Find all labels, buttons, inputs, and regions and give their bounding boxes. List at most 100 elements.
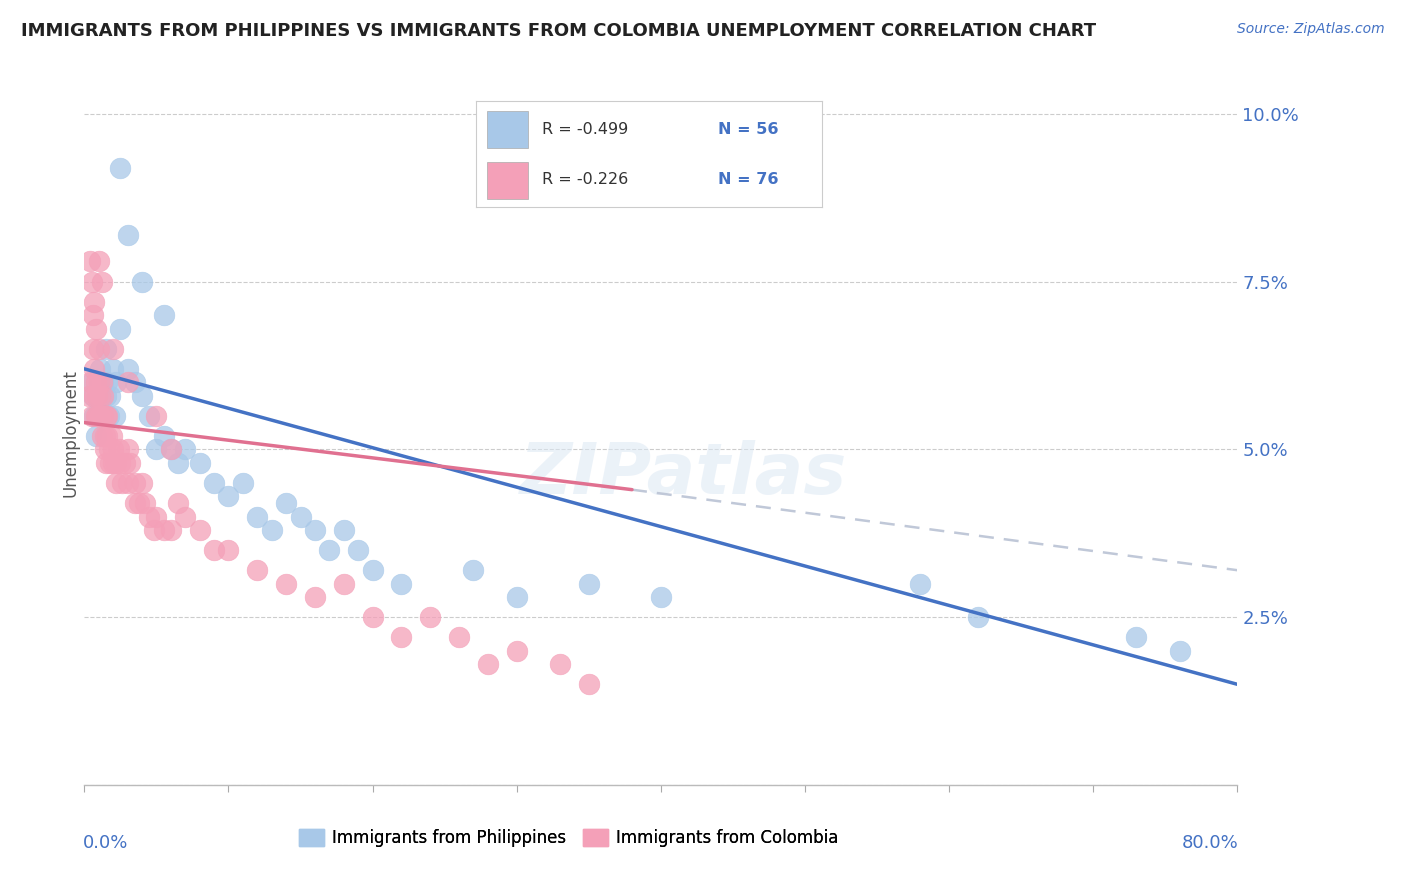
Point [361, 610, 384, 624]
Point [83, 409, 105, 423]
Point [82, 342, 104, 356]
Point [419, 610, 441, 624]
Point [202, 543, 225, 558]
Point [124, 496, 146, 510]
Point [90, 389, 112, 403]
Point [188, 456, 211, 470]
Text: Source: ZipAtlas.com: Source: ZipAtlas.com [1237, 22, 1385, 37]
Point [276, 496, 298, 510]
Point [84, 409, 107, 423]
Point [87, 376, 110, 390]
Point [79, 254, 101, 268]
Point [86, 389, 108, 403]
Point [138, 409, 160, 423]
Point [110, 321, 132, 335]
Point [82, 389, 104, 403]
Point [202, 475, 225, 490]
Point [93, 442, 115, 457]
Point [333, 576, 356, 591]
Point [167, 496, 190, 510]
Point [89, 409, 111, 423]
Point [463, 563, 485, 577]
Point [650, 590, 672, 604]
Point [1168, 644, 1191, 658]
Point [391, 630, 413, 644]
Point [145, 442, 167, 457]
Point [117, 362, 139, 376]
Point [276, 576, 298, 591]
Point [117, 376, 139, 390]
Point [218, 489, 240, 503]
Point [100, 429, 122, 443]
Point [91, 409, 114, 423]
Point [82, 308, 104, 322]
Text: 0.0%: 0.0% [83, 834, 128, 852]
Point [188, 523, 211, 537]
Point [506, 644, 529, 658]
Point [94, 409, 117, 423]
Point [174, 509, 197, 524]
Point [1125, 630, 1147, 644]
Point [578, 677, 600, 691]
Legend: Immigrants from Philippines, Immigrants from Colombia: Immigrants from Philippines, Immigrants … [292, 822, 845, 855]
Point [96, 429, 118, 443]
Point [145, 409, 167, 423]
Point [304, 523, 326, 537]
Point [160, 442, 183, 457]
Point [347, 543, 370, 558]
Point [506, 590, 529, 604]
Point [449, 630, 471, 644]
Point [91, 389, 114, 403]
Point [90, 429, 112, 443]
Point [134, 496, 156, 510]
Point [80, 275, 103, 289]
Point [91, 376, 114, 390]
Point [152, 523, 174, 537]
Point [138, 509, 160, 524]
Point [967, 610, 990, 624]
Point [232, 475, 254, 490]
Point [104, 409, 127, 423]
Point [361, 563, 384, 577]
Point [80, 376, 103, 390]
Point [131, 275, 153, 289]
Y-axis label: Unemployment: Unemployment [62, 368, 80, 497]
Point [80, 409, 103, 423]
Point [246, 563, 269, 577]
Point [87, 342, 110, 356]
Point [160, 442, 183, 457]
Point [105, 376, 128, 390]
Point [110, 161, 132, 175]
Point [87, 376, 110, 390]
Point [89, 389, 111, 403]
Point [578, 576, 600, 591]
Point [477, 657, 499, 672]
Point [87, 254, 110, 268]
Point [84, 376, 107, 390]
Point [105, 475, 128, 490]
Point [96, 409, 118, 423]
Point [103, 362, 124, 376]
Point [124, 376, 146, 390]
Point [83, 389, 105, 403]
Point [93, 429, 115, 443]
Point [79, 376, 101, 390]
Point [174, 442, 197, 457]
Point [167, 456, 190, 470]
Point [87, 409, 110, 423]
Point [128, 496, 150, 510]
Point [93, 409, 115, 423]
Point [114, 456, 136, 470]
Text: IMMIGRANTS FROM PHILIPPINES VS IMMIGRANTS FROM COLOMBIA UNEMPLOYMENT CORRELATION: IMMIGRANTS FROM PHILIPPINES VS IMMIGRANT… [21, 22, 1097, 40]
Point [131, 475, 153, 490]
Point [77, 389, 100, 403]
Point [110, 456, 132, 470]
Point [105, 456, 128, 470]
Point [83, 362, 105, 376]
Point [910, 576, 932, 591]
Point [391, 576, 413, 591]
Point [131, 389, 153, 403]
Point [96, 376, 118, 390]
Point [97, 442, 120, 457]
Point [142, 523, 165, 537]
